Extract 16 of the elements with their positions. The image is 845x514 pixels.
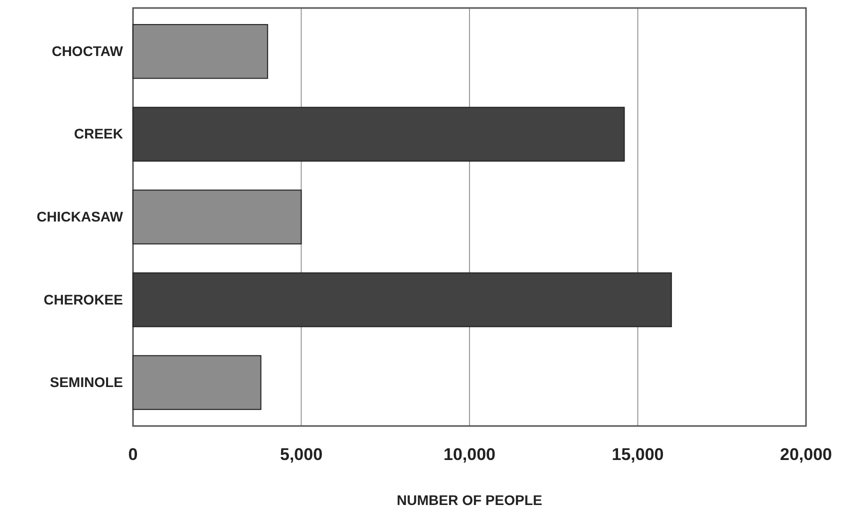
y-tick-label: CHOCTAW <box>52 42 124 59</box>
y-tick-label: CHEROKEE <box>44 291 123 308</box>
x-tick-label: 5,000 <box>280 445 323 464</box>
y-tick-label: SEMINOLE <box>50 374 123 390</box>
bar <box>132 272 672 328</box>
x-axis-title: NUMBER OF PEOPLE <box>396 492 542 508</box>
x-tick-label: 15,000 <box>612 445 664 464</box>
y-tick-label: CHICKASAW <box>36 208 124 224</box>
bar <box>132 24 268 79</box>
x-tick-label: 20,000 <box>780 445 832 464</box>
bar <box>132 106 625 162</box>
x-tick-label: 0 <box>128 445 138 464</box>
x-tick-label: 10,000 <box>444 445 496 464</box>
y-tick-label: CREEK <box>74 126 123 142</box>
bar <box>132 355 262 410</box>
bar <box>132 190 302 244</box>
